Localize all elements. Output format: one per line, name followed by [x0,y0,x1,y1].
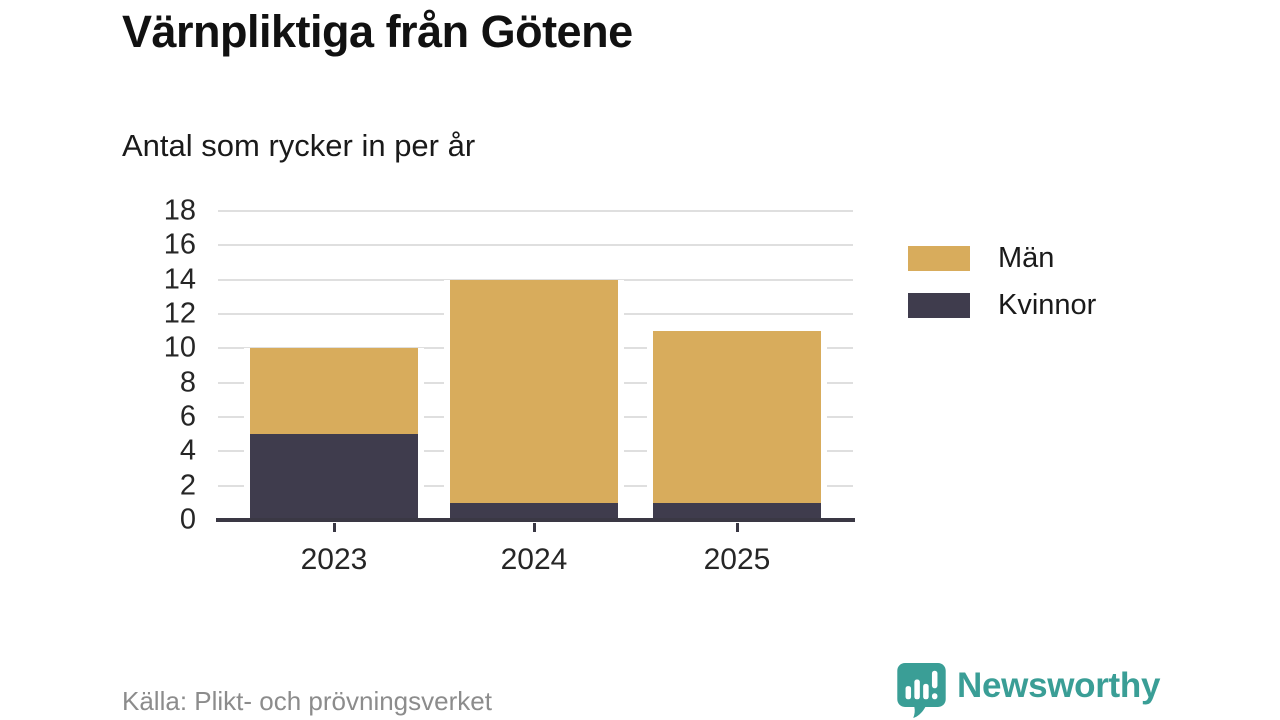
legend-swatch-kvinnor [908,292,970,318]
chart-title: Värnpliktiga från Götene [122,6,633,57]
y-axis-tick-label: 0 [179,503,196,536]
bar-segment-kvinnor [653,502,821,520]
legend-swatch-män [908,245,970,271]
y-axis-tick-label: 16 [163,228,196,261]
x-axis-tick [735,523,739,532]
y-axis-tick-label: 14 [163,263,196,296]
bar-segment-män [653,331,821,503]
legend-label-män: Män [998,241,1055,274]
newsworthy-brand: Newsworthy [897,663,1160,718]
x-axis-tick-label: 2023 [300,543,368,576]
x-axis-tick-label: 2024 [500,543,568,576]
legend-row-kvinnor: Kvinnor [908,288,1097,321]
bar-segment-kvinnor [250,434,418,520]
newsworthy-wordmark: Newsworthy [957,666,1161,705]
y-axis-tick-label: 12 [163,297,196,330]
source-note: Källa: Plikt- och prövningsverket [122,686,492,716]
y-axis-tick-label: 8 [179,366,196,399]
bar-segment-män [250,348,418,435]
legend: Män Kvinnor [908,241,1097,337]
x-axis-tick [332,523,336,532]
y-axis-tick-label: 18 [163,194,196,227]
newsworthy-logo-icon [897,663,946,718]
x-axis-tick [532,523,536,532]
legend-label-kvinnor: Kvinnor [998,288,1097,321]
chart-subtitle: Antal som rycker in per år [122,128,476,163]
y-axis-tick-label: 10 [163,331,196,364]
legend-row-män: Män [908,241,1096,274]
x-axis-tick-label: 2025 [703,543,771,576]
y-axis-tick-label: 4 [179,434,196,467]
y-axis-tick-label: 2 [179,469,196,502]
y-axis-tick-label: 6 [179,400,196,433]
bar-segment-män [450,279,618,503]
gridline [218,210,853,212]
x-axis-line [216,518,855,522]
bar-segment-kvinnor [450,502,618,520]
gridline [218,244,853,247]
